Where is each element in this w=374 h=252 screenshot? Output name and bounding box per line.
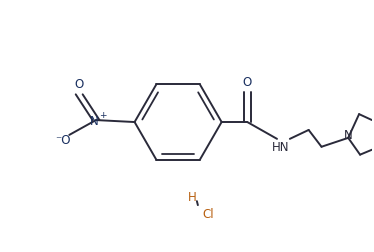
Text: N: N (344, 129, 353, 142)
Text: O: O (74, 78, 84, 91)
Text: Cl: Cl (202, 207, 214, 220)
Text: +: + (99, 110, 107, 119)
Text: HN: HN (272, 141, 290, 154)
Text: O: O (243, 76, 252, 89)
Text: H: H (188, 190, 196, 203)
Text: N: N (90, 114, 98, 127)
Text: ⁻O: ⁻O (56, 134, 71, 147)
